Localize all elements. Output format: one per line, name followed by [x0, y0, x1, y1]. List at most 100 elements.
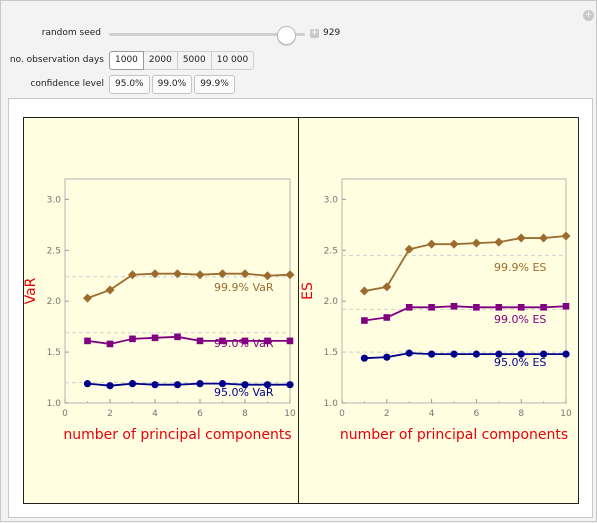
confidence-button-999[interactable]: 99.9% — [194, 75, 235, 94]
es-data-point — [539, 233, 549, 243]
var-x-tick-label: 8 — [242, 409, 248, 419]
es-data-point — [495, 350, 503, 358]
es-data-point — [494, 237, 504, 247]
es-data-point — [495, 303, 503, 311]
es-series-label: 99.0% ES — [494, 313, 546, 326]
var-data-point — [195, 270, 205, 280]
es-series-label: 95.0% ES — [494, 356, 546, 369]
es-y-tick-label: 2.0 — [324, 297, 339, 307]
var-series-line — [87, 335, 290, 345]
es-x-tick-label: 6 — [474, 409, 480, 419]
var-data-point — [106, 340, 114, 348]
es-data-point — [517, 303, 525, 311]
es-series-label: 99.9% ES — [494, 261, 546, 274]
es-data-point — [383, 353, 391, 361]
seed-slider-track[interactable] — [109, 33, 305, 36]
var-data-point — [241, 381, 249, 389]
es-data-point — [404, 244, 414, 254]
es-data-point — [540, 350, 548, 358]
var-series-label: 99.0% VaR — [214, 337, 274, 350]
es-x-tick-label: 8 — [518, 409, 524, 419]
es-data-point — [562, 302, 570, 310]
es-y-tick-label: 1.5 — [324, 348, 338, 358]
es-data-point — [405, 349, 413, 357]
confidence-buttons: 95.0% 99.0% 99.9% — [109, 75, 237, 94]
var-y-tick-label: 1.0 — [47, 399, 62, 409]
var-y-tick-label: 2.5 — [47, 246, 61, 256]
var-x-tick-label: 6 — [197, 409, 203, 419]
es-data-point — [516, 233, 526, 243]
var-data-point — [128, 270, 137, 280]
var-data-point — [173, 381, 182, 389]
var-y-tick-label: 2.0 — [47, 297, 62, 307]
var-y-tick-label: 3.0 — [47, 195, 62, 205]
es-x-tick-label: 0 — [339, 409, 345, 419]
var-data-point — [240, 269, 250, 279]
es-x-tick-label: 10 — [560, 409, 572, 419]
var-x-tick-label: 0 — [62, 409, 68, 419]
es-data-point — [517, 350, 525, 358]
es-data-point — [449, 239, 459, 249]
var-data-point — [84, 337, 91, 345]
var-data-point — [263, 271, 272, 281]
days-option-10000[interactable]: 10 000 — [210, 51, 255, 70]
var-data-point — [106, 382, 114, 390]
es-data-point — [472, 350, 480, 358]
es-data-point — [382, 282, 392, 292]
var-data-point — [128, 380, 137, 388]
var-data-point — [150, 269, 160, 279]
es-data-point — [360, 354, 368, 362]
confidence-button-95[interactable]: 95.0% — [109, 75, 150, 94]
es-series-line — [364, 235, 567, 292]
confidence-button-99[interactable]: 99.0% — [151, 75, 193, 94]
var-data-point — [286, 337, 294, 345]
es-series-line — [364, 352, 566, 360]
es-y-tick-label: 3.0 — [324, 195, 339, 205]
var-series-line — [87, 382, 290, 387]
var-x-tick-label: 10 — [284, 409, 296, 419]
es-data-point — [471, 238, 481, 248]
var-data-point — [285, 270, 295, 280]
var-data-point — [196, 337, 204, 345]
es-y-tick-label: 2.5 — [324, 246, 338, 256]
es-x-axis-label: number of principal components — [340, 427, 568, 443]
var-data-point — [83, 380, 92, 388]
es-x-tick-label: 4 — [429, 409, 435, 419]
es-data-point — [561, 231, 571, 241]
seed-expand-button[interactable]: + — [310, 28, 319, 38]
es-data-point — [473, 303, 480, 311]
var-data-point — [105, 285, 115, 295]
es-data-point — [450, 302, 458, 310]
es-data-point — [359, 286, 369, 296]
es-series-line — [364, 305, 567, 322]
var-data-point — [196, 380, 204, 388]
var-y-tick-label: 1.5 — [47, 348, 61, 358]
days-setter: 1000 2000 5000 10 000 — [109, 51, 255, 70]
var-data-point — [129, 335, 136, 343]
es-data-point — [427, 239, 437, 249]
seed-slider-thumb[interactable] — [277, 26, 296, 45]
var-data-point — [83, 293, 92, 303]
es-data-point — [450, 350, 458, 358]
var-data-point — [174, 333, 181, 341]
var-data-point — [219, 337, 226, 345]
seed-label: random seed — [41, 28, 101, 38]
es-y-axis-label: ES — [300, 282, 316, 300]
var-data-point — [218, 269, 227, 279]
es-data-point — [383, 314, 391, 321]
es-data-point — [428, 303, 435, 311]
es-plot-frame — [341, 178, 567, 404]
var-data-point — [151, 381, 159, 389]
var-y-axis-label: VaR — [23, 277, 39, 304]
add-icon[interactable]: + — [583, 10, 594, 21]
es-data-point — [361, 317, 368, 324]
var-series-label: 95.0% VaR — [214, 386, 274, 399]
es-data-point — [428, 350, 436, 358]
es-data-point — [405, 303, 413, 311]
var-data-point — [263, 381, 272, 389]
var-x-axis-label: number of principal components — [63, 427, 291, 443]
var-data-point — [241, 337, 249, 345]
days-option-1000[interactable]: 1000 — [109, 51, 144, 70]
plots-divider — [298, 117, 299, 503]
